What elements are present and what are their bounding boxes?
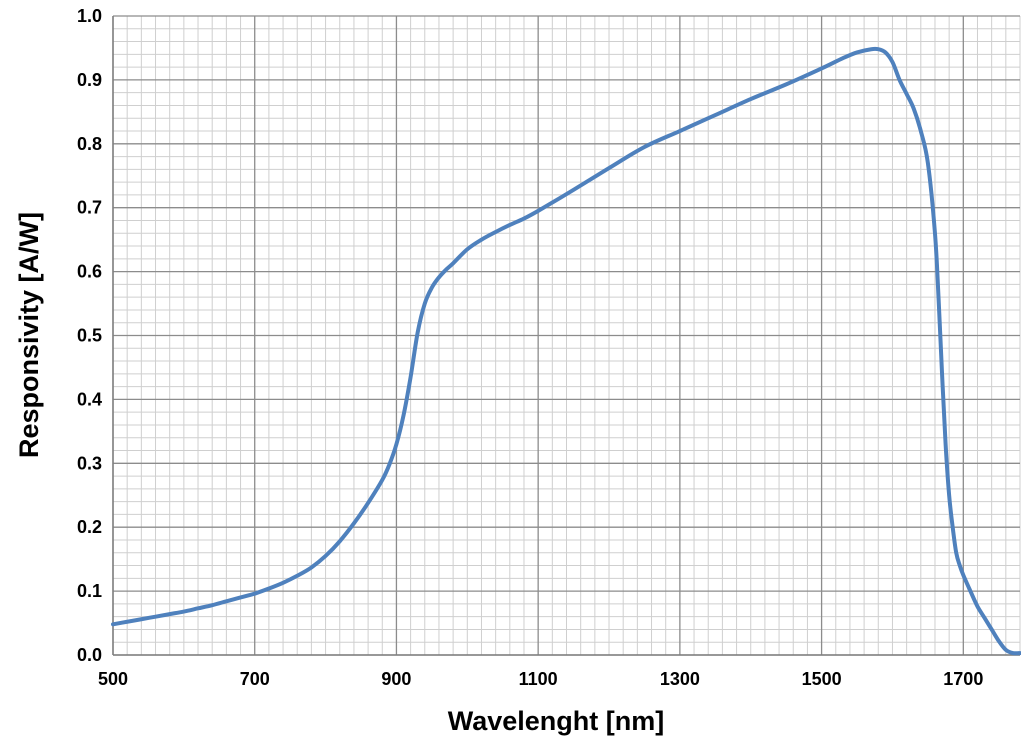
x-tick-label: 1100 [519, 669, 558, 689]
y-tick-label: 0.5 [77, 326, 102, 346]
responsivity-curve [111, 46, 1021, 656]
y-tick-label: 0.8 [77, 134, 102, 154]
y-tick-label: 0.0 [77, 645, 102, 665]
y-axis-title: Responsivity [A/W] [14, 212, 44, 458]
y-tick-label: 0.7 [77, 198, 102, 218]
x-tick-label: 1300 [660, 669, 700, 689]
y-tick-label: 0.9 [77, 70, 102, 90]
y-tick-label: 0.2 [77, 517, 102, 537]
x-tick-label: 700 [240, 669, 270, 689]
x-tick-label: 1500 [802, 669, 842, 689]
y-tick-label: 0.1 [77, 581, 102, 601]
y-tick-label: 0.3 [77, 453, 102, 473]
x-axis-title: Wavelenght [nm] [448, 706, 665, 736]
x-tick-label: 1700 [943, 669, 983, 689]
y-axis-tick-labels: 0.0 0.1 0.2 0.3 0.4 0.5 0.6 0.7 0.8 0.9 1.0 [77, 6, 102, 665]
y-tick-label: 1.0 [77, 6, 102, 26]
y-tick-label: 0.6 [77, 262, 102, 282]
x-axis-tick-labels: 500 700 900 1100 1300 1500 1700 [98, 669, 983, 689]
x-tick-label: 500 [98, 669, 128, 689]
x-tick-label: 900 [381, 669, 411, 689]
y-tick-label: 0.4 [77, 389, 102, 409]
plot-area-border [112, 16, 1020, 656]
